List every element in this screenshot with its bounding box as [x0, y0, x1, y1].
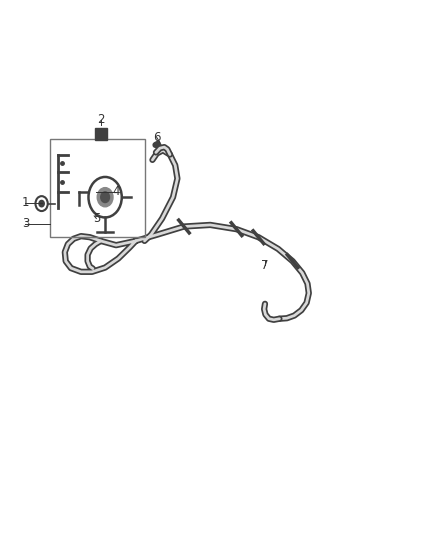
Bar	[95, 128, 107, 140]
Text: 6: 6	[153, 131, 161, 144]
Text: 7: 7	[261, 259, 269, 272]
Circle shape	[39, 200, 44, 207]
Text: 4: 4	[112, 185, 120, 198]
Text: 1: 1	[21, 196, 29, 209]
Text: 5: 5	[93, 212, 100, 225]
Text: 3: 3	[22, 217, 29, 230]
Bar	[50, 139, 145, 237]
Circle shape	[97, 188, 113, 207]
Circle shape	[101, 192, 110, 203]
Text: 2: 2	[97, 114, 105, 126]
